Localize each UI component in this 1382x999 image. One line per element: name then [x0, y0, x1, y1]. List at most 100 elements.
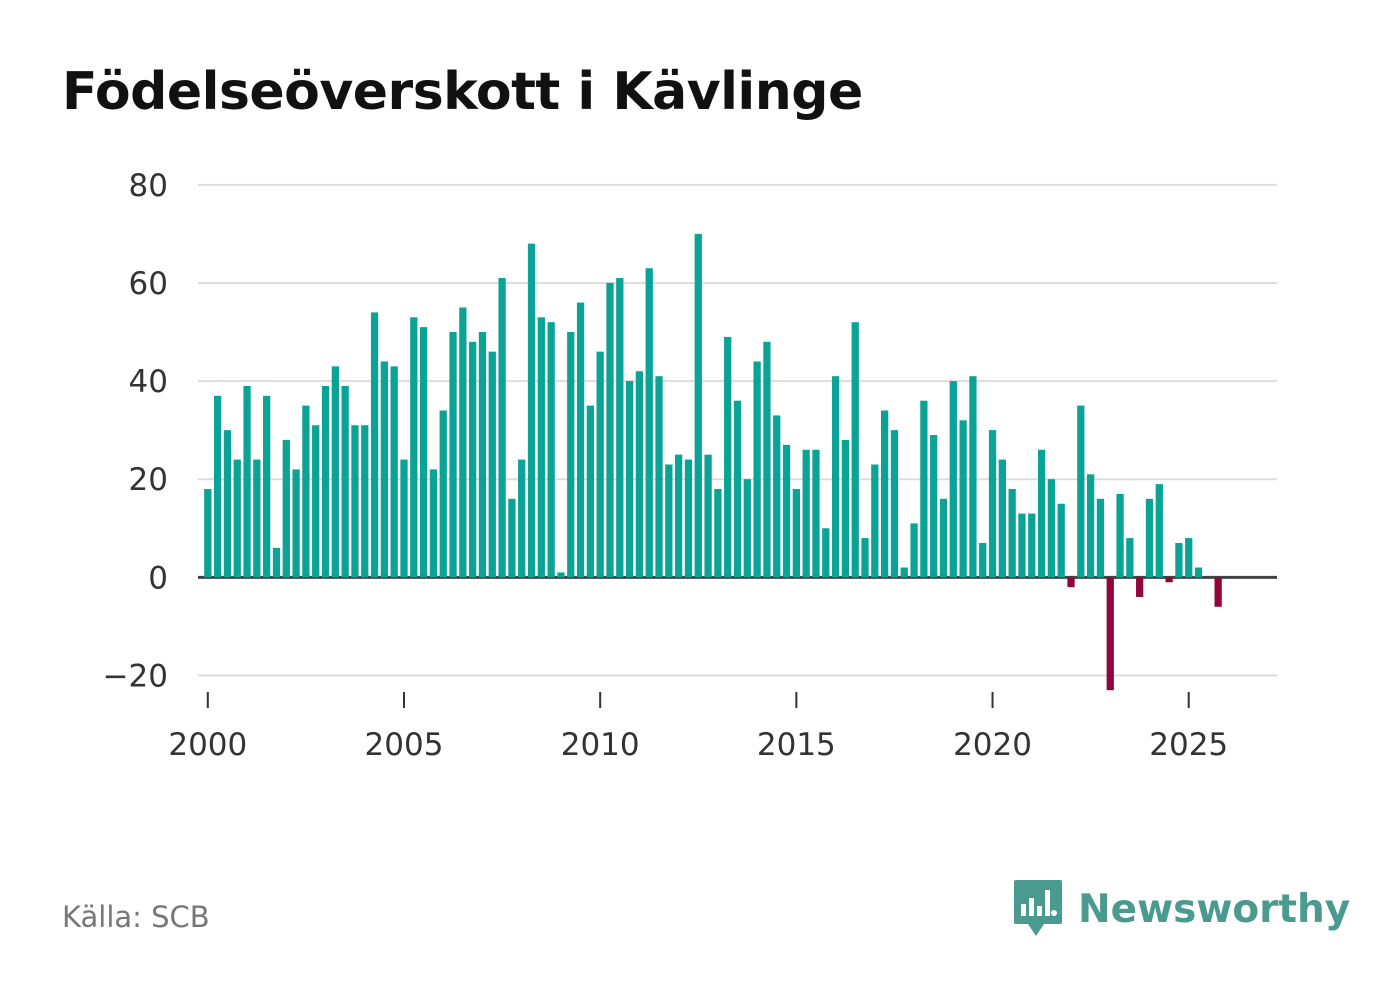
- y-tick-label: 0: [148, 560, 168, 596]
- brand-name: Newsworthy: [1078, 886, 1351, 932]
- bar: [753, 361, 761, 578]
- x-tick-label: 2005: [365, 727, 444, 763]
- bar: [998, 459, 1006, 578]
- bar: [1155, 484, 1163, 578]
- bar: [1047, 479, 1056, 578]
- bar: [684, 459, 693, 578]
- bar: [312, 425, 320, 578]
- bar: [1175, 542, 1183, 578]
- bar: [773, 415, 781, 578]
- bar: [969, 376, 977, 578]
- x-tick-label: 2015: [757, 727, 836, 763]
- bar: [1194, 567, 1203, 578]
- bar: [930, 435, 938, 578]
- bar: [223, 430, 232, 578]
- bar: [1008, 489, 1016, 578]
- bar: [429, 469, 438, 578]
- bar: [1106, 577, 1114, 691]
- source-label: Källa: SCB: [62, 900, 210, 934]
- bar: [890, 430, 899, 578]
- bar: [459, 307, 467, 578]
- bar: [321, 385, 330, 578]
- bar: [469, 341, 477, 578]
- x-axis: 2000 2005 2010 2015 2020 2025: [168, 692, 1228, 763]
- bar: [959, 420, 967, 578]
- bar: [724, 336, 732, 578]
- bar: [1145, 498, 1154, 578]
- bar: [655, 376, 663, 578]
- bar: [665, 464, 673, 578]
- bar: [292, 469, 300, 578]
- x-tick-label: 2025: [1149, 727, 1228, 763]
- bar: [518, 459, 526, 578]
- bar: [537, 317, 545, 578]
- bar: [243, 385, 251, 578]
- y-tick-label: 60: [129, 266, 168, 302]
- bar: [920, 400, 928, 578]
- bar: [410, 317, 418, 578]
- bar: [675, 454, 683, 578]
- bar: [449, 332, 457, 578]
- y-axis: −20 0 20 40 60 80: [103, 168, 168, 695]
- bar: [1067, 577, 1075, 588]
- bar: [1028, 513, 1036, 578]
- bar-chart-speech-bubble-icon: [1014, 880, 1062, 936]
- bar: [233, 459, 241, 578]
- bar: [1136, 577, 1144, 597]
- y-tick-label: 20: [129, 462, 168, 498]
- bar: [370, 312, 379, 578]
- bar: [1077, 405, 1085, 578]
- bar: [939, 498, 948, 578]
- bar: [645, 268, 653, 578]
- bar: [704, 454, 712, 578]
- bar: [979, 542, 987, 578]
- bar: [302, 405, 310, 578]
- newsworthy-logo: Newsworthy: [1012, 878, 1350, 940]
- bar: [380, 361, 389, 578]
- bar: [576, 302, 585, 578]
- bar: [1057, 503, 1065, 578]
- bar: [733, 400, 742, 578]
- bar: [831, 376, 840, 578]
- bar: [1096, 498, 1105, 578]
- bar: [822, 528, 830, 578]
- bar: [949, 381, 957, 578]
- bar: [1185, 538, 1193, 578]
- bar: [361, 425, 369, 578]
- bar: [351, 425, 359, 578]
- bar: [616, 278, 624, 578]
- bar: [861, 538, 869, 578]
- bar: [714, 489, 722, 578]
- bar: [341, 385, 349, 578]
- bar: [272, 547, 281, 578]
- y-tick-label: −20: [103, 658, 168, 694]
- bar: [1126, 538, 1134, 578]
- bar: [606, 282, 614, 578]
- bar: [782, 444, 791, 578]
- bar: [812, 449, 820, 578]
- bar: [910, 523, 918, 578]
- bar: [331, 366, 339, 578]
- bar: [988, 430, 997, 578]
- x-tick-label: 2000: [168, 727, 247, 763]
- bar: [508, 498, 516, 578]
- bar: [792, 489, 800, 578]
- bar: [851, 322, 859, 578]
- bar: [204, 489, 212, 578]
- bar: [1086, 474, 1095, 578]
- y-tick-label: 40: [129, 364, 168, 400]
- bar: [478, 332, 487, 578]
- bar: [900, 567, 908, 578]
- chart-title: Födelseöverskott i Kävlinge: [62, 62, 863, 122]
- bar: [586, 405, 594, 578]
- bar: [527, 243, 536, 578]
- bar: [557, 572, 565, 578]
- bar: [802, 449, 810, 578]
- bars: [204, 233, 1222, 691]
- x-tick-label: 2010: [561, 727, 640, 763]
- bar: [1165, 577, 1173, 583]
- bar: [635, 371, 644, 578]
- y-tick-label: 80: [129, 168, 168, 204]
- bar: [390, 366, 398, 578]
- bar: [1214, 577, 1222, 607]
